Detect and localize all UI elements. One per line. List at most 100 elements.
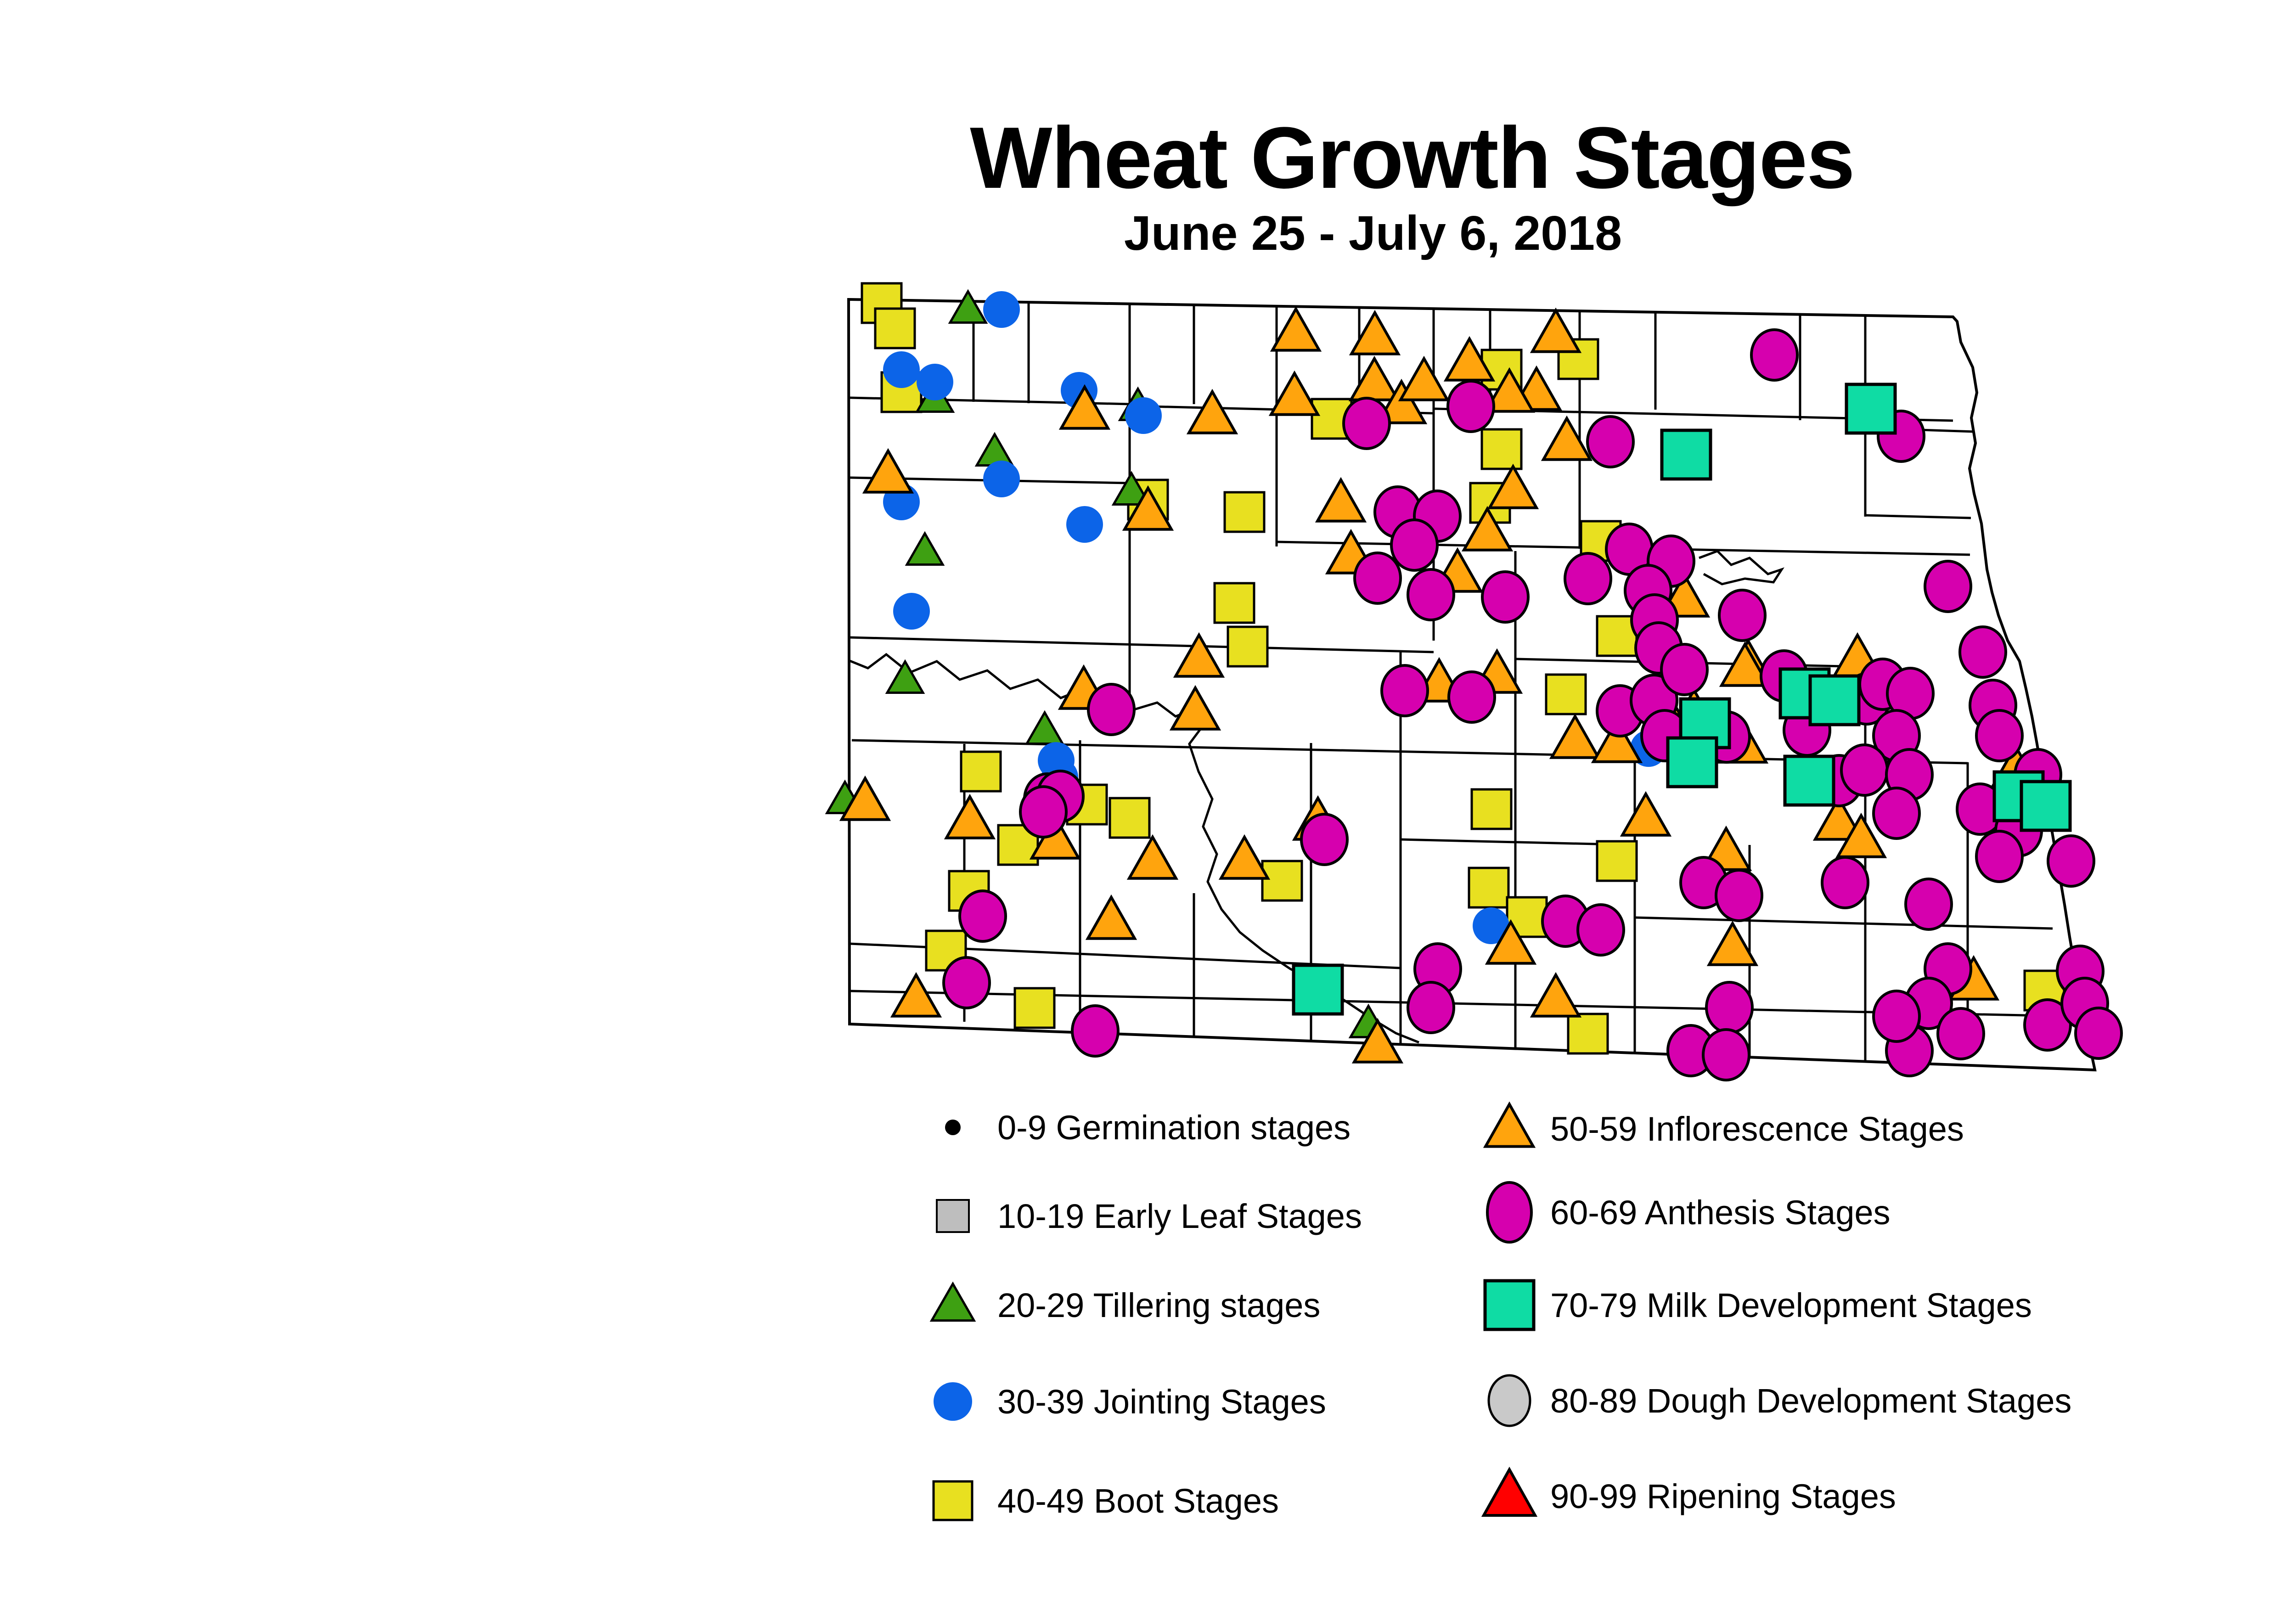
- marker-anthesis: [1447, 670, 1496, 724]
- marker-anthesis: [1750, 328, 1799, 382]
- marker-anthesis: [1407, 981, 1455, 1034]
- marker-boot: [1261, 860, 1303, 902]
- legend-item-milk: 70-79 Milk Development Stages: [1475, 1266, 2032, 1344]
- marker-anthesis: [1390, 518, 1439, 572]
- tillering-triangle-icon: [929, 1281, 976, 1322]
- marker-boot: [874, 307, 916, 349]
- early-leaf-square-icon: [936, 1199, 970, 1233]
- marker-anthesis: [1705, 981, 1754, 1034]
- marker-tillering: [885, 659, 925, 694]
- marker-anthesis: [1342, 397, 1391, 450]
- marker-inflorescence: [1058, 384, 1111, 430]
- page-subtitle: June 25 - July 6, 2018: [1124, 206, 1622, 260]
- marker-tillering: [948, 289, 988, 324]
- legend-item-anthesis: 60-69 Anthesis Stages: [1475, 1173, 1891, 1251]
- marker-inflorescence: [1530, 972, 1582, 1018]
- marker-boot: [1567, 1013, 1609, 1055]
- marker-anthesis: [942, 956, 991, 1009]
- marker-inflorescence: [1461, 506, 1514, 552]
- marker-milk: [1845, 383, 1897, 435]
- marker-inflorescence: [1483, 367, 1536, 413]
- marker-anthesis: [1904, 878, 1953, 931]
- marker-inflorescence: [1126, 834, 1179, 880]
- marker-inflorescence: [1591, 717, 1643, 763]
- marker-anthesis: [1446, 380, 1495, 433]
- marker-anthesis: [1840, 743, 1889, 797]
- marker-anthesis: [1660, 643, 1709, 696]
- germination-dot-icon: [945, 1120, 961, 1135]
- legend-label-germination: 0-9 Germination stages: [997, 1108, 1351, 1147]
- marker-boot: [1545, 673, 1587, 715]
- marker-jointing: [983, 291, 1020, 328]
- marker-anthesis: [1380, 664, 1429, 717]
- marker-inflorescence: [1706, 920, 1759, 966]
- ripening-triangle-icon: [1481, 1466, 1538, 1517]
- boot-square-icon: [932, 1480, 974, 1521]
- legend-label-jointing: 30-39 Jointing Stages: [997, 1382, 1326, 1421]
- marker-boot: [1596, 840, 1638, 882]
- marker-milk: [1808, 674, 1861, 726]
- marker-anthesis: [1407, 568, 1455, 621]
- marker-inflorescence: [1620, 791, 1672, 837]
- marker-jointing: [917, 364, 953, 400]
- marker-inflorescence: [1812, 795, 1865, 841]
- legend-item-inflorescence: 50-59 Inflorescence Stages: [1475, 1090, 1964, 1168]
- marker-anthesis: [1586, 415, 1635, 468]
- marker-milk: [1660, 428, 1712, 481]
- marker-inflorescence: [1351, 1018, 1404, 1064]
- marker-jointing: [1066, 506, 1103, 543]
- marker-inflorescence: [944, 794, 996, 839]
- legend-item-tillering: 20-29 Tillering stages: [918, 1266, 1320, 1344]
- marker-anthesis: [1924, 560, 1972, 613]
- marker-boot: [1227, 625, 1269, 668]
- marker-boot: [1470, 788, 1513, 830]
- marker-anthesis: [1718, 589, 1767, 642]
- marker-anthesis: [1872, 787, 1921, 840]
- marker-inflorescence: [1169, 685, 1221, 731]
- marker-milk: [1783, 754, 1835, 807]
- marker-jointing: [1473, 907, 1509, 944]
- marker-anthesis: [1300, 813, 1349, 866]
- marker-anthesis: [1821, 856, 1869, 909]
- marker-boot: [1013, 987, 1056, 1029]
- legend-label-early-leaf: 10-19 Early Leaf Stages: [997, 1197, 1362, 1235]
- marker-anthesis: [1975, 830, 2024, 883]
- marker-jointing: [1125, 397, 1162, 434]
- marker-inflorescence: [1268, 370, 1321, 416]
- legend-item-germination: 0-9 Germination stages: [918, 1088, 1351, 1166]
- page-title: Wheat Growth Stages: [970, 109, 1855, 207]
- marker-inflorescence: [1270, 306, 1322, 352]
- marker-inflorescence: [1173, 632, 1225, 678]
- marker-inflorescence: [862, 448, 914, 494]
- marker-inflorescence: [1530, 307, 1582, 353]
- anthesis-circle-icon: [1486, 1181, 1533, 1244]
- marker-anthesis: [1576, 903, 1625, 957]
- legend-label-inflorescence: 50-59 Inflorescence Stages: [1550, 1109, 1964, 1148]
- milk-square-icon: [1483, 1279, 1536, 1331]
- legend-label-ripening: 90-99 Ripening Stages: [1550, 1477, 1896, 1515]
- marker-anthesis: [1019, 785, 1068, 839]
- legend-item-jointing: 30-39 Jointing Stages: [918, 1362, 1326, 1441]
- marker-anthesis: [958, 889, 1007, 943]
- devils-lake: [1699, 550, 1784, 585]
- marker-inflorescence: [1487, 463, 1539, 509]
- marker-jointing: [883, 351, 920, 388]
- marker-anthesis: [1481, 570, 1530, 624]
- marker-anthesis: [1715, 869, 1763, 922]
- marker-boot: [1213, 582, 1255, 624]
- marker-boot: [960, 750, 1002, 793]
- marker-inflorescence: [1375, 378, 1428, 424]
- marker-anthesis: [1936, 1007, 1985, 1060]
- legend-label-milk: 70-79 Milk Development Stages: [1550, 1286, 2032, 1324]
- marker-inflorescence: [1485, 919, 1537, 965]
- dough-circle-icon: [1487, 1374, 1531, 1427]
- marker-boot: [1596, 615, 1638, 657]
- marker-boot: [1109, 797, 1151, 839]
- marker-inflorescence: [1549, 713, 1601, 759]
- marker-inflorescence: [1085, 894, 1137, 940]
- marker-tillering: [905, 531, 945, 566]
- marker-boot: [1468, 867, 1510, 909]
- marker-milk: [2020, 780, 2072, 832]
